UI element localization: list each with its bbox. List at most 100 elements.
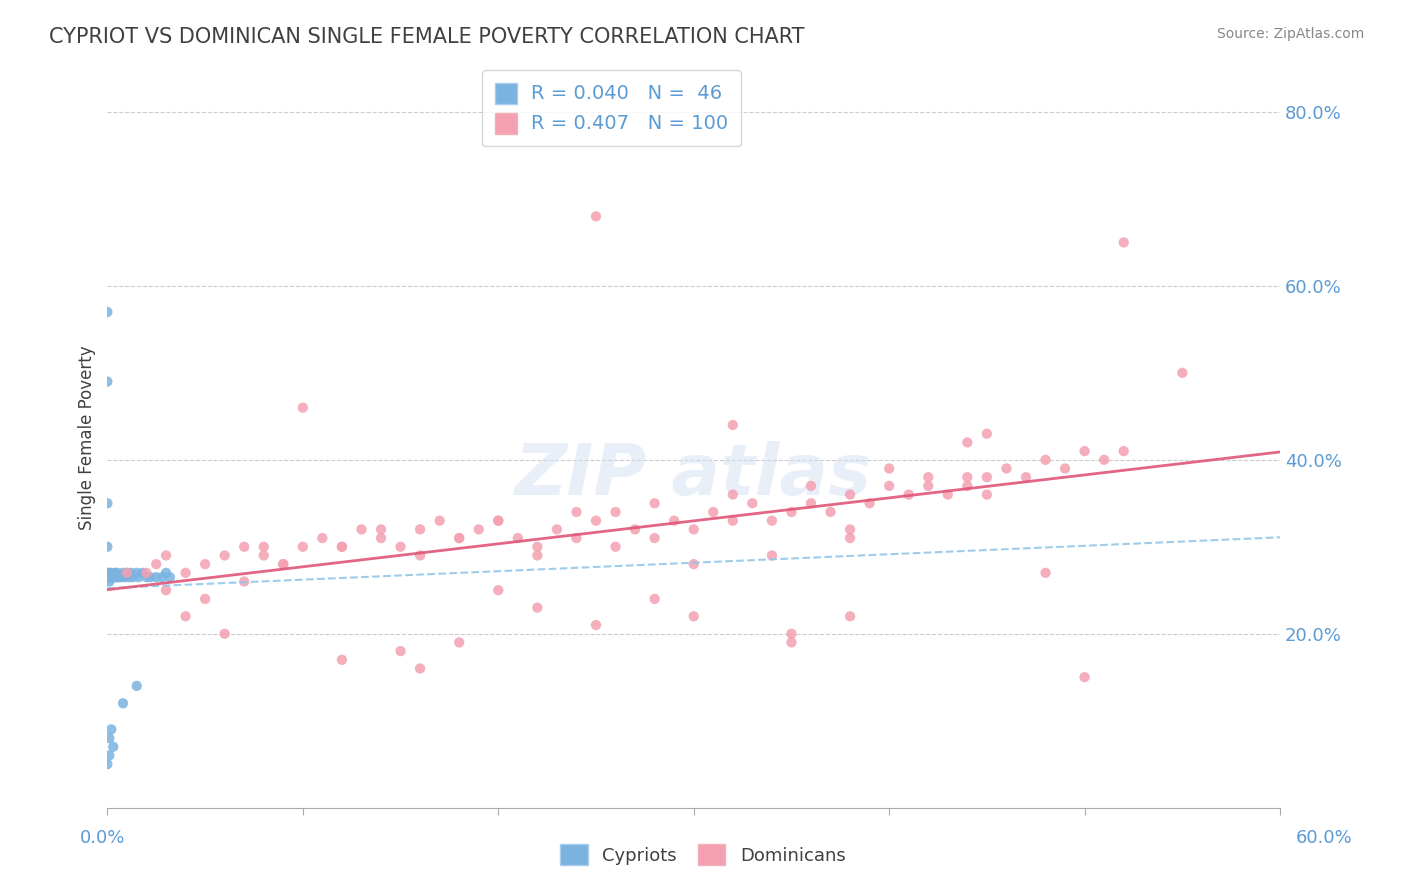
Point bbox=[721, 417, 744, 432]
Point bbox=[721, 514, 744, 528]
Point bbox=[96, 375, 118, 389]
Point bbox=[859, 496, 882, 510]
Point bbox=[526, 549, 548, 563]
Point bbox=[877, 479, 900, 493]
Point bbox=[291, 540, 314, 554]
Point bbox=[605, 540, 627, 554]
Point bbox=[105, 566, 128, 580]
Point bbox=[114, 570, 136, 584]
Point bbox=[976, 470, 998, 484]
Point bbox=[135, 570, 157, 584]
Point bbox=[449, 531, 471, 545]
Point bbox=[98, 566, 121, 580]
Point bbox=[917, 479, 939, 493]
Point bbox=[194, 557, 217, 571]
Point bbox=[800, 496, 823, 510]
Point bbox=[682, 522, 704, 536]
Point bbox=[682, 557, 704, 571]
Point bbox=[108, 570, 131, 584]
Point bbox=[103, 739, 125, 754]
Point bbox=[1112, 444, 1135, 458]
Point bbox=[98, 570, 121, 584]
Point bbox=[761, 514, 783, 528]
Point bbox=[839, 522, 862, 536]
Point bbox=[103, 570, 125, 584]
Point bbox=[565, 531, 588, 545]
Point bbox=[389, 540, 412, 554]
Point bbox=[159, 570, 181, 584]
Point bbox=[135, 566, 157, 580]
Text: Source: ZipAtlas.com: Source: ZipAtlas.com bbox=[1216, 27, 1364, 41]
Point bbox=[155, 566, 177, 580]
Point bbox=[118, 570, 141, 584]
Point bbox=[486, 514, 509, 528]
Point bbox=[644, 531, 666, 545]
Point bbox=[526, 540, 548, 554]
Point bbox=[995, 461, 1018, 475]
Point bbox=[155, 549, 177, 563]
Point bbox=[100, 566, 122, 580]
Legend: Cypriots, Dominicans: Cypriots, Dominicans bbox=[551, 835, 855, 874]
Point bbox=[976, 487, 998, 501]
Point bbox=[104, 570, 127, 584]
Point bbox=[389, 644, 412, 658]
Point bbox=[585, 618, 607, 632]
Point bbox=[409, 661, 432, 675]
Point bbox=[839, 531, 862, 545]
Point bbox=[486, 514, 509, 528]
Point bbox=[214, 549, 236, 563]
Point bbox=[449, 635, 471, 649]
Text: 0.0%: 0.0% bbox=[80, 829, 125, 847]
Point bbox=[98, 570, 121, 584]
Point bbox=[104, 566, 127, 580]
Point bbox=[839, 609, 862, 624]
Point bbox=[839, 487, 862, 501]
Point bbox=[96, 566, 118, 580]
Point bbox=[370, 522, 392, 536]
Point bbox=[662, 514, 685, 528]
Point bbox=[271, 557, 294, 571]
Point bbox=[105, 570, 128, 584]
Point bbox=[800, 479, 823, 493]
Point bbox=[1054, 461, 1077, 475]
Point bbox=[111, 566, 134, 580]
Point bbox=[780, 505, 803, 519]
Point bbox=[624, 522, 647, 536]
Point bbox=[100, 570, 122, 584]
Point bbox=[1112, 235, 1135, 250]
Point bbox=[103, 570, 125, 584]
Point bbox=[96, 540, 118, 554]
Point bbox=[145, 557, 167, 571]
Point bbox=[150, 570, 173, 584]
Point bbox=[897, 487, 920, 501]
Point bbox=[330, 540, 353, 554]
Point bbox=[174, 609, 197, 624]
Point bbox=[1035, 452, 1057, 467]
Point bbox=[546, 522, 568, 536]
Point bbox=[128, 570, 150, 584]
Point bbox=[721, 487, 744, 501]
Point bbox=[233, 540, 256, 554]
Point bbox=[125, 566, 148, 580]
Point bbox=[120, 566, 142, 580]
Point bbox=[174, 566, 197, 580]
Point bbox=[1092, 452, 1115, 467]
Point bbox=[330, 653, 353, 667]
Point bbox=[702, 505, 724, 519]
Point bbox=[741, 496, 763, 510]
Point bbox=[409, 549, 432, 563]
Point bbox=[956, 479, 979, 493]
Point bbox=[253, 549, 276, 563]
Point bbox=[121, 570, 143, 584]
Point bbox=[103, 570, 125, 584]
Point bbox=[110, 570, 132, 584]
Point bbox=[350, 522, 373, 536]
Point bbox=[917, 470, 939, 484]
Point bbox=[131, 566, 153, 580]
Text: CYPRIOT VS DOMINICAN SINGLE FEMALE POVERTY CORRELATION CHART: CYPRIOT VS DOMINICAN SINGLE FEMALE POVER… bbox=[49, 27, 804, 46]
Point bbox=[214, 626, 236, 640]
Point bbox=[96, 496, 118, 510]
Point bbox=[100, 570, 122, 584]
Point bbox=[506, 531, 529, 545]
Point bbox=[1073, 444, 1095, 458]
